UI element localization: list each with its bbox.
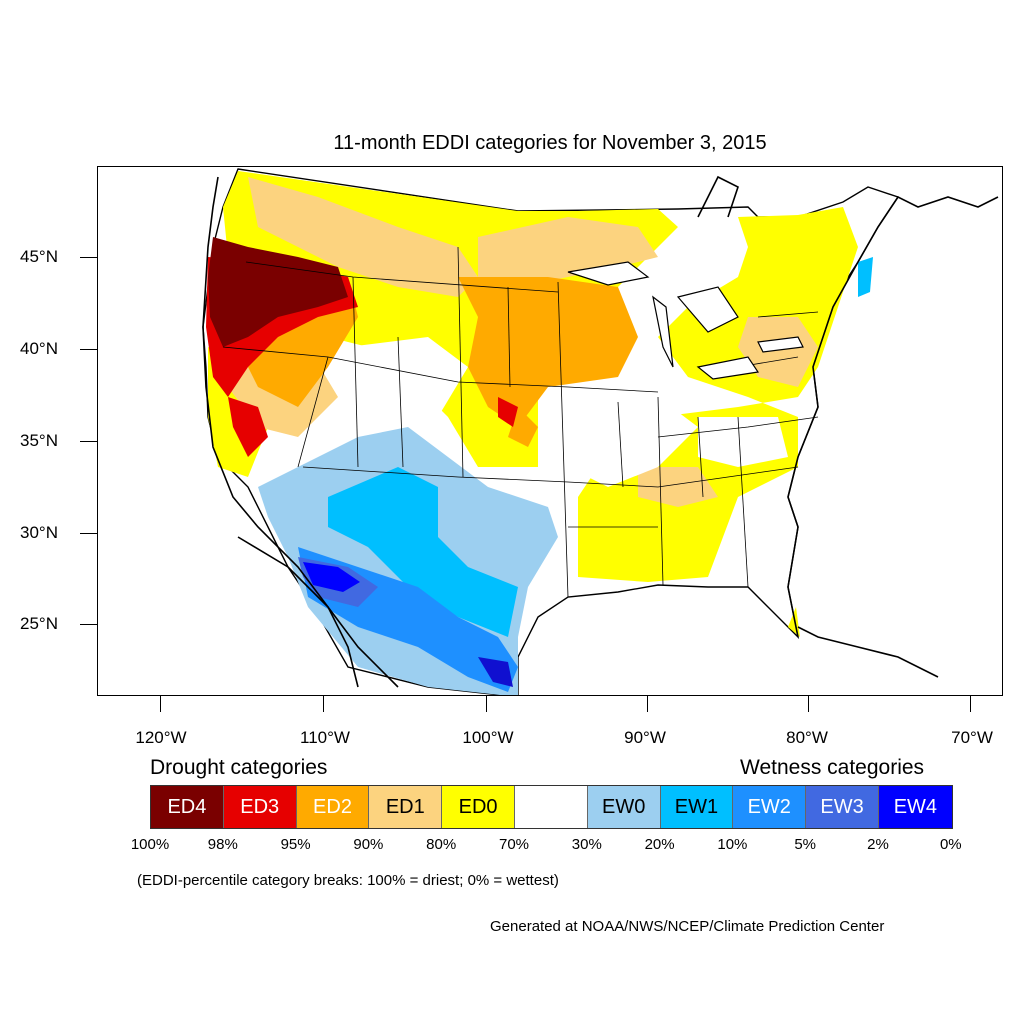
lat-tick: [80, 441, 97, 442]
legend-break-label: 100%: [130, 836, 170, 853]
state-boundaries: [222, 246, 819, 598]
lat-label-45: 45°N: [20, 247, 58, 266]
legend-cell-ew4: EW4: [878, 786, 952, 828]
lon-label-100: 100°W: [462, 728, 514, 747]
lon-tick: [808, 696, 809, 712]
legend-cell-ed3: ED3: [223, 786, 297, 828]
lat-label-30: 30°N: [20, 523, 58, 542]
wetness-heading: Wetness categories: [740, 756, 925, 779]
lon-label-110: 110°W: [300, 728, 350, 747]
legend-cell-ed1: ED1: [369, 786, 443, 828]
lat-tick: [80, 624, 97, 625]
legend-break-label: 80%: [426, 836, 457, 853]
lat-label-25: 25°N: [20, 614, 58, 633]
legend-break-label: 90%: [353, 836, 384, 853]
ew4-region: [303, 562, 360, 592]
ew4-region-rio: [478, 657, 513, 687]
legend-cell-ew2: EW2: [733, 786, 807, 828]
ew1-region: [328, 467, 518, 637]
legend-break-label: 0%: [939, 836, 962, 853]
legend-break-label: 30%: [571, 836, 602, 853]
lon-tick: [970, 696, 971, 712]
map-panel: [97, 166, 1003, 696]
lon-label-120: 120°W: [135, 728, 187, 747]
lat-tick: [80, 257, 97, 258]
ew1-region-northeast: [858, 257, 873, 297]
legend-colorbar: ED4 ED3 ED2 ED1 ED0 EW0 EW1 EW2 EW3 EW4: [150, 785, 953, 829]
lon-label-90: 90°W: [624, 728, 666, 747]
lon-label-80: 80°W: [786, 728, 828, 747]
eddi-map: [202, 168, 999, 695]
lon-tick: [486, 696, 487, 712]
great-lakes: [567, 261, 804, 380]
lon-tick: [323, 696, 324, 712]
coastlines: [202, 175, 999, 688]
legend-break-label: 95%: [280, 836, 311, 853]
legend-cell-ed4: ED4: [151, 786, 224, 828]
drought-heading: Drought categories: [150, 756, 328, 779]
legend-break-label: 5%: [794, 836, 817, 853]
lat-label-40: 40°N: [20, 339, 58, 358]
lon-tick: [647, 696, 648, 712]
legend-cell-none: [514, 786, 588, 828]
legend-break-label: 2%: [867, 836, 889, 853]
lon-tick: [160, 696, 161, 712]
legend-cell-ew3: EW3: [806, 786, 879, 828]
legend-break-label: 70%: [498, 836, 530, 853]
map-title: 11-month EDDI categories for November 3,…: [333, 132, 767, 154]
credit-line: Generated at NOAA/NWS/NCEP/Climate Predi…: [490, 918, 885, 935]
ed4-region: [208, 237, 348, 347]
legend-cell-ed2: ED2: [296, 786, 370, 828]
lat-label-35: 35°N: [20, 431, 58, 450]
legend-cell-ed0: ED0: [442, 786, 515, 828]
no-category-regions: [348, 337, 788, 487]
category-breaks-note: (EDDI-percentile category breaks: 100% =…: [137, 872, 559, 889]
legend-break-label: 98%: [207, 836, 238, 853]
lon-label-70: 70°W: [951, 728, 993, 747]
legend-break-label: 20%: [644, 836, 675, 853]
lat-tick: [80, 533, 97, 534]
legend-break-label: 10%: [717, 836, 748, 853]
legend-cell-ew0: EW0: [587, 786, 661, 828]
legend-cell-ew1: EW1: [660, 786, 734, 828]
lat-tick: [80, 349, 97, 350]
